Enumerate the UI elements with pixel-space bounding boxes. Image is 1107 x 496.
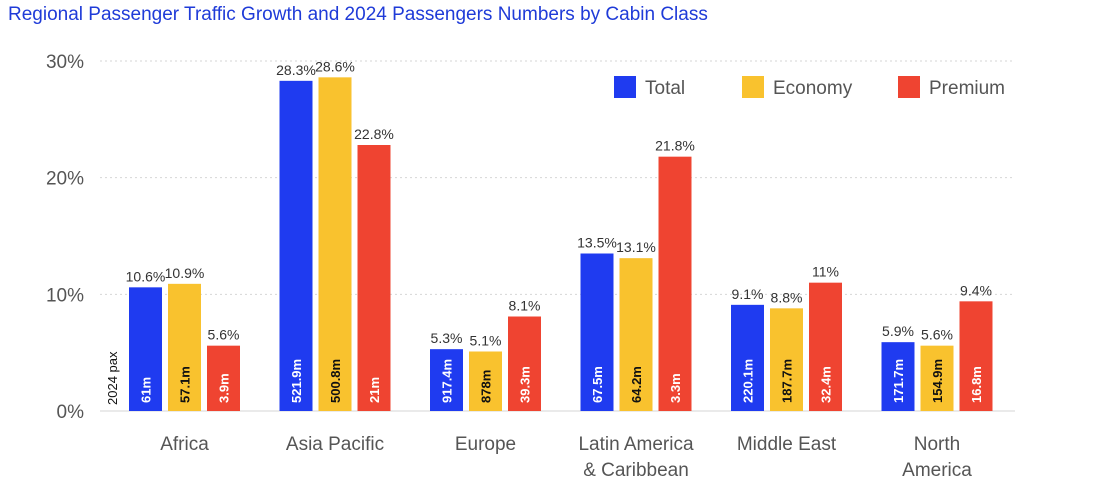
category-label: & Caribbean <box>583 460 689 481</box>
bar-pax-label: 3.3m <box>668 373 683 403</box>
category-label: America <box>902 460 972 481</box>
bar-pax-label: 32.4m <box>819 366 834 403</box>
category-label: Africa <box>160 434 209 455</box>
bar <box>469 351 502 411</box>
bar-value-label: 10.9% <box>165 265 205 281</box>
y-tick-label: 10% <box>46 285 84 306</box>
bar-value-label: 13.5% <box>577 235 617 251</box>
y-tick-label: 0% <box>57 402 85 423</box>
bar-pax-label: 154.9m <box>930 359 945 403</box>
bar-value-label: 5.3% <box>431 330 463 346</box>
bar-value-label: 8.1% <box>509 298 541 314</box>
bar-pax-label: 220.1m <box>741 359 756 403</box>
bar <box>279 80 313 411</box>
bar <box>770 308 803 411</box>
bar-pax-label: 171.7m <box>891 359 906 403</box>
bar <box>168 283 201 411</box>
bar-value-label: 10.6% <box>126 268 166 284</box>
bar-value-label: 5.6% <box>208 327 240 343</box>
bar <box>881 342 915 411</box>
bar-value-label: 13.1% <box>616 239 656 255</box>
bar-value-label: 9.1% <box>732 286 764 302</box>
legend-label: Total <box>645 78 685 99</box>
bar-pax-label: 39.3m <box>518 366 533 403</box>
category-label: Latin America <box>578 434 694 455</box>
bar-pax-label: 61m <box>139 377 154 403</box>
bar <box>357 145 391 411</box>
bar <box>129 287 162 411</box>
bar-value-label: 28.6% <box>315 58 355 74</box>
category-label: Asia Pacific <box>286 434 384 455</box>
bar <box>809 282 842 411</box>
bar <box>580 253 614 411</box>
bar-value-label: 21.8% <box>655 138 695 154</box>
category-label: Middle East <box>737 434 837 455</box>
bar-pax-label: 21m <box>367 377 382 403</box>
bar-value-label: 8.8% <box>771 289 803 305</box>
bar <box>619 258 653 411</box>
chart-title: Regional Passenger Traffic Growth and 20… <box>8 4 708 25</box>
legend-label: Premium <box>929 78 1005 99</box>
legend-swatch <box>898 76 920 98</box>
bar <box>920 345 954 411</box>
bar-pax-label: 521.9m <box>289 359 304 403</box>
bar-value-label: 9.4% <box>960 282 992 298</box>
bar-pax-label: 3.9m <box>217 373 232 403</box>
bar-pax-label: 187.7m <box>780 359 795 403</box>
legend-label: Economy <box>773 78 853 99</box>
bar-pax-label: 16.8m <box>969 366 984 403</box>
bar-value-label: 11% <box>812 264 839 280</box>
bar <box>959 301 993 411</box>
bar-value-label: 22.8% <box>354 126 394 142</box>
bar-pax-label: 64.2m <box>629 366 644 403</box>
bar-pax-label: 917.4m <box>440 359 455 403</box>
bar-pax-label: 500.8m <box>328 359 343 403</box>
bar <box>207 345 240 411</box>
bar-value-label: 28.3% <box>276 62 316 78</box>
bar <box>318 77 352 411</box>
bar <box>430 349 463 411</box>
bar <box>658 156 692 411</box>
bar-value-label: 5.6% <box>921 327 953 343</box>
bar <box>508 316 541 411</box>
bar-pax-label: 878m <box>479 370 494 403</box>
bar <box>731 304 764 411</box>
bar-value-label: 5.1% <box>470 333 502 349</box>
bar-pax-label: 57.1m <box>178 366 193 403</box>
y-tick-label: 20% <box>46 169 84 190</box>
legend-swatch <box>614 76 636 98</box>
pax-axis-label: 2024 pax <box>105 351 120 405</box>
category-label: Europe <box>455 434 516 455</box>
category-label: North <box>914 434 960 455</box>
legend-swatch <box>742 76 764 98</box>
bar-pax-label: 67.5m <box>590 366 605 403</box>
y-tick-label: 30% <box>46 52 84 73</box>
bar-value-label: 5.9% <box>882 323 914 339</box>
